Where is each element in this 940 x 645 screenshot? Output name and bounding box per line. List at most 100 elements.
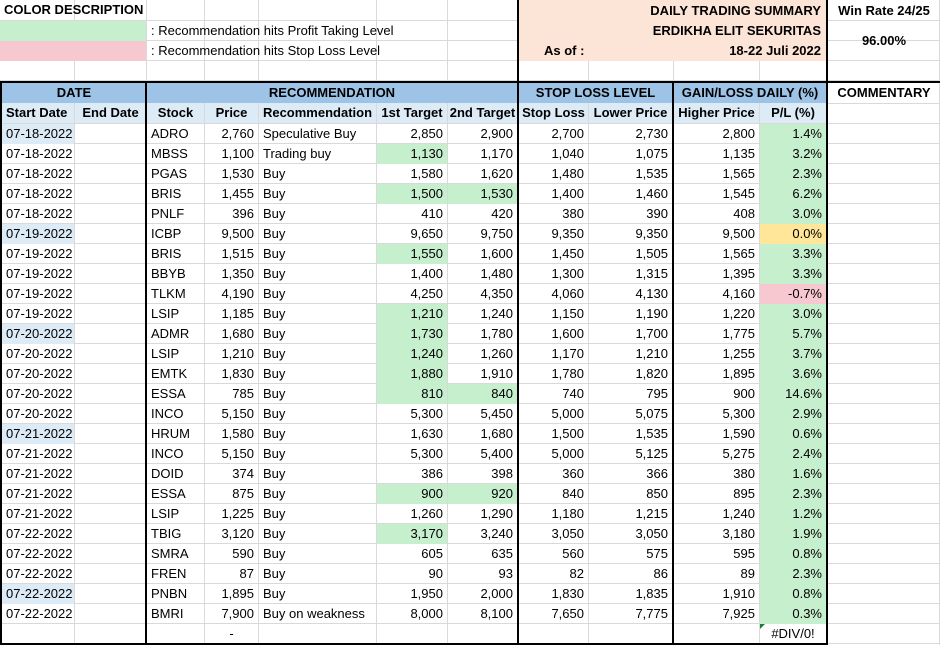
price-cell: 7,900 — [221, 606, 254, 621]
gridline-horizontal — [0, 243, 940, 244]
as-of-label: As of : — [544, 43, 585, 58]
target1-cell: 1,210 — [377, 304, 447, 324]
stop-loss-cell: 1,400 — [551, 186, 584, 201]
stock-cell: ADMR — [151, 326, 190, 341]
price-cell: 1,210 — [221, 346, 254, 361]
gridline-vertical — [376, 0, 377, 645]
pl-cell: 3.0% — [760, 204, 826, 224]
border-top — [0, 81, 940, 83]
recommendation-cell: Buy — [263, 166, 286, 181]
recommendation-cell: Buy — [263, 226, 286, 241]
target2-cell: 1,260 — [480, 346, 513, 361]
lower-price-cell: 1,535 — [635, 166, 668, 181]
stock-cell: ESSA — [151, 486, 186, 501]
target1-cell: 605 — [421, 546, 443, 561]
higher-price-cell: 1,910 — [722, 586, 755, 601]
gridline-horizontal — [0, 263, 940, 264]
start-date-cell: 07-20-2022 — [6, 346, 73, 361]
gridline-horizontal — [0, 283, 940, 284]
stock-cell: SMRA — [151, 546, 189, 561]
gridline-horizontal — [0, 483, 940, 484]
col-start-date: Start Date — [2, 103, 74, 123]
target1-cell: 5,300 — [410, 406, 443, 421]
target1-cell: 1,580 — [410, 166, 443, 181]
recommendation-cell: Buy — [263, 266, 286, 281]
recommendation-cell: Buy — [263, 466, 286, 481]
pl-cell: 1.2% — [760, 504, 826, 524]
col-target2: 2nd Target — [448, 103, 517, 123]
lower-price-cell: 390 — [646, 206, 668, 221]
win-rate-label: Win Rate 24/25 — [838, 3, 930, 18]
stop-loss-cell: 1,300 — [551, 266, 584, 281]
price-cell: 1,895 — [221, 586, 254, 601]
stock-cell: PNBN — [151, 586, 188, 601]
recommendation-cell: Buy — [263, 566, 286, 581]
stop-loss-cell: 2,700 — [551, 126, 584, 141]
target2-cell: 840 — [448, 384, 517, 404]
price-cell: 1,225 — [221, 506, 254, 521]
pl-cell: 2.3% — [760, 484, 826, 504]
price-cell: 2,760 — [221, 126, 254, 141]
recommendation-cell: Buy — [263, 546, 286, 561]
color-description-title: COLOR DESCRIPTION — [4, 2, 144, 17]
border-after-recommendation — [517, 0, 519, 645]
pl-cell: 1.6% — [760, 464, 826, 484]
target1-cell: 810 — [377, 384, 447, 404]
stock-cell: ADRO — [151, 126, 189, 141]
pl-cell: 2.3% — [760, 164, 826, 184]
target2-cell: 1,910 — [480, 366, 513, 381]
stock-cell: MBSS — [151, 146, 188, 161]
gridline-vertical — [74, 0, 75, 645]
price-cell: 875 — [232, 486, 254, 501]
gridline-horizontal — [0, 343, 940, 344]
target1-cell: 1,550 — [377, 244, 447, 264]
pl-cell: 0.6% — [760, 424, 826, 444]
price-cell: 1,185 — [221, 306, 254, 321]
higher-price-cell: 408 — [733, 206, 755, 221]
gridline-horizontal — [0, 603, 940, 604]
target1-cell: 1,630 — [410, 426, 443, 441]
stop-loss-cell: 9,350 — [551, 226, 584, 241]
col-target1: 1st Target — [377, 103, 447, 123]
higher-price-cell: 1,220 — [722, 306, 755, 321]
target2-cell: 1,780 — [480, 326, 513, 341]
stop-loss-cell: 1,450 — [551, 246, 584, 261]
border-after-gain-loss — [826, 0, 828, 645]
pl-cell: 14.6% — [760, 384, 826, 404]
gridline-horizontal — [0, 303, 940, 304]
lower-price-cell: 575 — [646, 546, 668, 561]
stock-cell: BMRI — [151, 606, 184, 621]
pl-cell: 3.3% — [760, 264, 826, 284]
group-gain-loss: GAIN/LOSS DAILY (%) — [674, 83, 826, 103]
lower-price-cell: 9,350 — [635, 226, 668, 241]
stop-loss-cell: 1,480 — [551, 166, 584, 181]
lower-price-cell: 1,210 — [635, 346, 668, 361]
pl-cell: 5.7% — [760, 324, 826, 344]
pl-cell: 6.2% — [760, 184, 826, 204]
stock-cell: BRIS — [151, 186, 182, 201]
stop-loss-cell: 1,500 — [551, 426, 584, 441]
price-cell: 4,190 — [221, 286, 254, 301]
pl-cell: 0.0% — [760, 224, 826, 244]
pl-cell: 1.9% — [760, 524, 826, 544]
lower-price-cell: 1,460 — [635, 186, 668, 201]
stop-loss-cell: 1,040 — [551, 146, 584, 161]
gridline-horizontal — [0, 323, 940, 324]
win-rate-value: 96.00% — [861, 33, 907, 48]
target2-cell: 420 — [491, 206, 513, 221]
recommendation-cell: Buy on weakness — [263, 606, 365, 621]
recommendation-cell: Buy — [263, 186, 286, 201]
recommendation-cell: Buy — [263, 386, 286, 401]
stop-loss-cell: 3,050 — [551, 526, 584, 541]
stop-loss-cell: 1,830 — [551, 586, 584, 601]
higher-price-cell: 2,800 — [722, 126, 755, 141]
gridline-horizontal — [0, 183, 940, 184]
gridline-horizontal — [0, 583, 940, 584]
gridline-horizontal — [0, 60, 940, 61]
price-cell: 785 — [232, 386, 254, 401]
target2-cell: 1,480 — [480, 266, 513, 281]
gridline-horizontal — [0, 143, 940, 144]
start-date-cell: 07-19-2022 — [2, 224, 74, 244]
company-name: ERDIKHA ELIT SEKURITAS — [652, 23, 821, 38]
target2-cell: 1,240 — [480, 306, 513, 321]
